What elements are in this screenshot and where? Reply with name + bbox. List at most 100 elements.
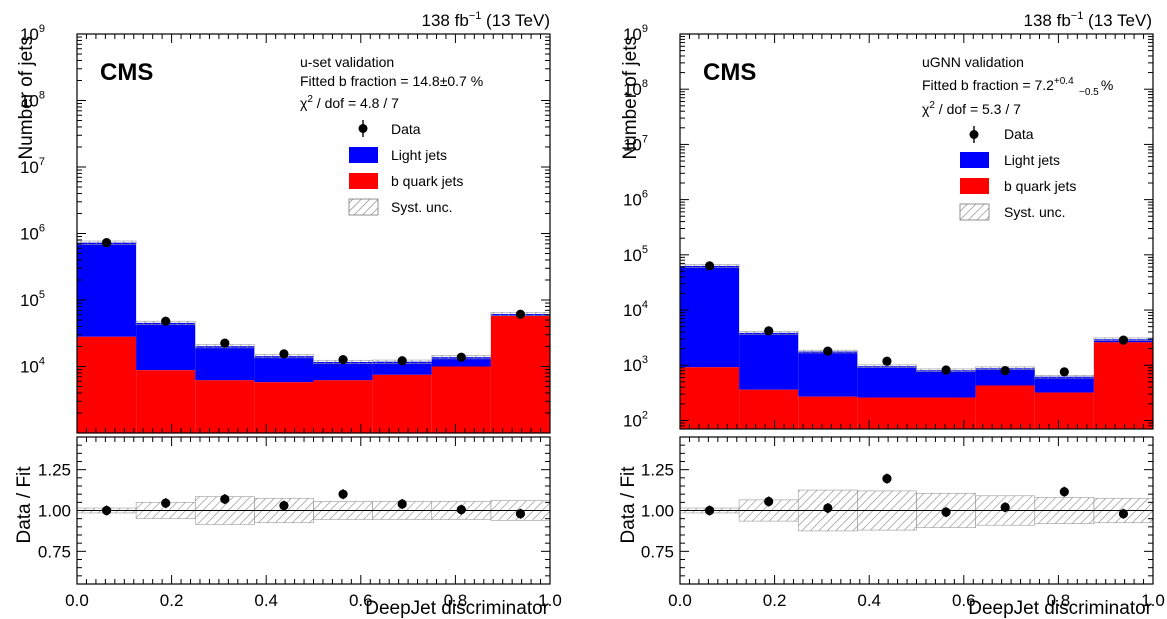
data-point: [456, 352, 466, 362]
b-quark-jets-bar: [1093, 342, 1153, 429]
legend-unc-swatch: [959, 203, 990, 221]
y-tick-label: 104: [20, 356, 45, 377]
y-tick-label: 108: [623, 78, 648, 99]
annotation-fraction: Fitted b fraction = 14.8±0.7 %: [300, 73, 483, 89]
light-jets-bar: [195, 346, 255, 381]
light-jets-bar: [136, 322, 196, 371]
ratio-plot-area-left: 0.75 1.00 1.25 0.0 0.2 0.4 0.6 0.8 1.0: [38, 436, 562, 610]
ratio-point: [764, 496, 774, 507]
light-jets-bar: [313, 361, 373, 381]
x-tick-label: 0.8: [444, 591, 468, 610]
main-plot-area-left: 104 105 106 107 108 109: [20, 23, 551, 434]
x-tick-label: 0.2: [763, 591, 787, 610]
b-quark-jets-bar: [798, 396, 858, 429]
cms-label: CMS: [100, 59, 153, 86]
y-tick-label: 104: [623, 299, 648, 320]
y-axis-label-right: Number of jets: [620, 36, 641, 160]
b-quark-jets-bar: [254, 382, 314, 433]
ratio-point: [882, 474, 892, 484]
ratio-point: [515, 509, 526, 519]
legend-b-label: b quark jets: [1004, 178, 1076, 194]
x-tick-label: 0.0: [668, 591, 692, 610]
light-jets-bar: [916, 370, 976, 398]
ratio-point: [704, 505, 715, 516]
ratio-point: [397, 499, 407, 509]
legend-b-label: b quark jets: [391, 173, 463, 189]
light-jets-bar: [798, 351, 858, 397]
legend-data-marker: [358, 120, 368, 137]
ratio-tick-label: 1.00: [38, 502, 71, 521]
legend-left: Data Light jets b quark jets Syst. unc.: [348, 120, 463, 216]
main-plot-area-right: 102 103 104 105 106 107 108 109: [623, 23, 1154, 430]
x-tick-label: 0.8: [1047, 591, 1071, 610]
data-point: [1059, 367, 1069, 377]
annotation-chi2: χ2 / dof = 5.3 / 7: [922, 100, 1021, 117]
cms-label: CMS: [703, 59, 756, 86]
x-tick-label: 0.4: [254, 591, 278, 610]
legend-data-marker: [969, 126, 979, 143]
y-tick-label: 109: [623, 23, 648, 44]
b-quark-jets-bar: [1034, 392, 1094, 429]
y-axis-label-left: Number of jets: [16, 36, 37, 160]
legend-b-swatch: [960, 178, 989, 194]
light-jets-bar: [77, 242, 137, 337]
y-tick-label: 107: [20, 156, 45, 177]
legend-data-label: Data: [391, 121, 421, 137]
data-point: [338, 354, 348, 365]
data-point: [704, 261, 715, 271]
y-tick-label: 105: [623, 244, 648, 265]
light-jets-bar: [739, 332, 799, 390]
lumi-label: 138 fb−1 (13 TeV): [422, 10, 550, 30]
data-point: [1000, 365, 1010, 376]
x-tick-label: 0.0: [65, 591, 89, 610]
legend-light-swatch: [960, 152, 989, 168]
ratio-tick-label: 0.75: [641, 542, 674, 561]
b-quark-jets-bar: [136, 370, 196, 433]
b-quark-jets-bar: [431, 366, 491, 433]
b-quark-jets-bar: [490, 315, 550, 433]
data-point: [161, 316, 171, 326]
ratio-tick-label: 1.25: [641, 461, 674, 480]
b-quark-jets-bar: [857, 397, 917, 429]
light-jets-bar: [431, 357, 491, 367]
light-jets-bar: [857, 366, 917, 398]
x-tick-label: 1.0: [538, 591, 562, 610]
legend-unc-label: Syst. unc.: [391, 199, 452, 215]
light-jets-bar: [254, 356, 314, 383]
ratio-tick-label: 1.25: [38, 461, 71, 480]
b-quark-jets-bar: [680, 367, 740, 429]
ratio-tick-label: 1.00: [641, 502, 674, 521]
legend-unc-swatch: [348, 198, 379, 216]
ratio-y-axis-label-left: Data / Fit: [14, 466, 35, 544]
b-quark-jets-bar: [195, 380, 255, 433]
ratio-point: [220, 494, 230, 504]
data-point: [1118, 335, 1129, 345]
x-axis-label-right: DeepJet discriminator: [968, 598, 1152, 619]
b-quark-jets-bar: [77, 336, 137, 433]
data-point: [823, 346, 833, 356]
legend-right: Data Light jets b quark jets Syst. unc.: [959, 126, 1076, 221]
x-tick-label: 0.2: [160, 591, 184, 610]
b-quark-jets-bar: [916, 397, 976, 429]
lumi-label: 138 fb−1 (13 TeV): [1024, 10, 1152, 30]
b-quark-jets-bar: [313, 380, 373, 433]
ratio-point: [1118, 509, 1129, 519]
y-tick-label: 108: [20, 90, 45, 111]
ratio-point: [161, 498, 171, 508]
data-point: [397, 356, 407, 366]
ratio-point: [1000, 502, 1010, 512]
ratio-plot-area-right: 0.75 1.00 1.25 0.0 0.2 0.4 0.6 0.8 1.0: [641, 436, 1165, 610]
b-quark-jets-bar: [372, 374, 432, 433]
legend-unc-label: Syst. unc.: [1004, 204, 1065, 220]
chart-right: 102 103 104 105 106 107 108 109 0.75 1.00 1.25 0.0…: [618, 10, 1165, 619]
data-point: [220, 338, 230, 348]
data-point: [764, 326, 774, 336]
legend-data-label: Data: [1004, 126, 1034, 142]
ratio-point: [279, 501, 289, 511]
ratio-tick-label: 0.75: [38, 542, 71, 561]
b-quark-jets-bar: [739, 389, 799, 429]
data-point: [882, 356, 892, 366]
legend-light-swatch: [349, 147, 378, 163]
light-jets-bar: [975, 368, 1035, 386]
